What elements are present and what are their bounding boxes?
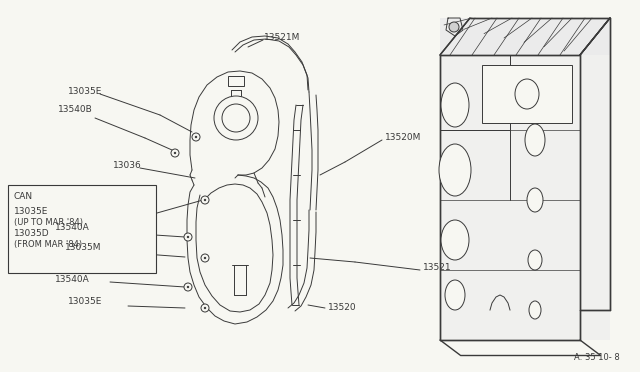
Circle shape <box>201 196 209 204</box>
Ellipse shape <box>527 188 543 212</box>
Circle shape <box>171 149 179 157</box>
Ellipse shape <box>445 280 465 310</box>
Text: 13035E: 13035E <box>68 298 102 307</box>
Text: 13540A: 13540A <box>55 276 90 285</box>
Text: 13520: 13520 <box>328 304 356 312</box>
Circle shape <box>204 257 206 259</box>
Text: 13540B: 13540B <box>58 106 93 115</box>
Text: 13540A: 13540A <box>55 224 90 232</box>
Text: 13521: 13521 <box>423 263 452 273</box>
FancyBboxPatch shape <box>482 65 572 123</box>
Bar <box>440 18 610 55</box>
Circle shape <box>184 283 192 291</box>
Text: 13520M: 13520M <box>385 132 421 141</box>
Ellipse shape <box>529 301 541 319</box>
Text: (FROM MAR '84): (FROM MAR '84) <box>14 240 82 249</box>
Bar <box>8 185 156 273</box>
Circle shape <box>195 136 197 138</box>
Circle shape <box>204 307 206 309</box>
Circle shape <box>201 304 209 312</box>
Circle shape <box>174 152 176 154</box>
Circle shape <box>204 199 206 201</box>
Circle shape <box>192 133 200 141</box>
Text: A: 35 10- 8: A: 35 10- 8 <box>574 353 620 362</box>
Circle shape <box>201 254 209 262</box>
Text: CAN: CAN <box>14 192 33 201</box>
Ellipse shape <box>515 79 539 109</box>
Text: 13035M: 13035M <box>65 244 102 253</box>
Ellipse shape <box>527 68 543 92</box>
Ellipse shape <box>525 124 545 156</box>
Circle shape <box>214 96 258 140</box>
Text: 13035E: 13035E <box>14 208 49 217</box>
Ellipse shape <box>441 83 469 127</box>
Bar <box>228 76 244 86</box>
Text: 13035E: 13035E <box>68 87 102 96</box>
Circle shape <box>222 104 250 132</box>
Text: 13521M: 13521M <box>264 33 300 42</box>
Circle shape <box>449 22 459 32</box>
Ellipse shape <box>439 144 471 196</box>
Text: 13035D: 13035D <box>14 230 50 238</box>
Circle shape <box>187 236 189 238</box>
Ellipse shape <box>441 220 469 260</box>
Circle shape <box>184 233 192 241</box>
Text: (UP TO MAR '84): (UP TO MAR '84) <box>14 218 83 227</box>
Text: 13036: 13036 <box>113 161 141 170</box>
Bar <box>440 55 610 340</box>
Ellipse shape <box>528 250 542 270</box>
Circle shape <box>187 286 189 288</box>
